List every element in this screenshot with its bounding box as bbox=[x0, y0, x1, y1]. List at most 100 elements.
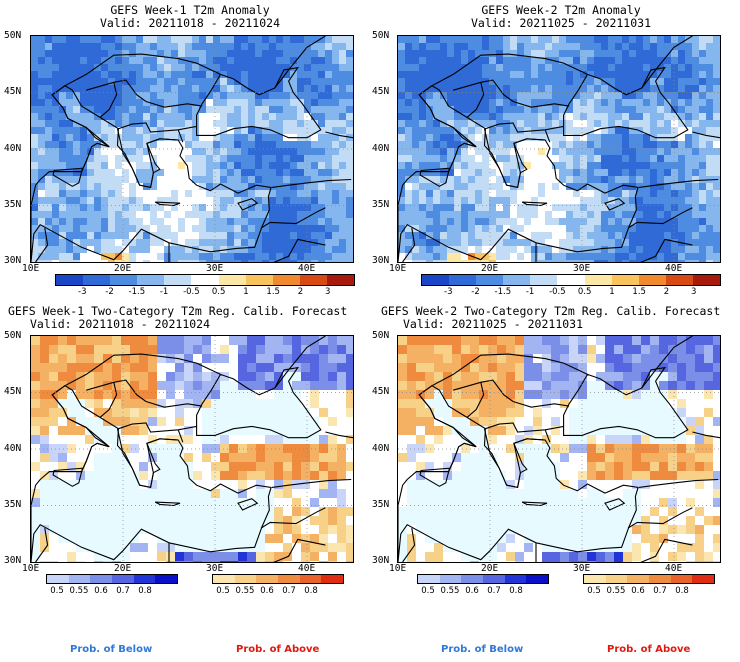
colorbar-swatch bbox=[278, 575, 300, 583]
coastline bbox=[99, 382, 118, 418]
colorbar-tick-label: 0.5 bbox=[216, 586, 230, 596]
colorbar-swatch bbox=[503, 275, 531, 285]
colorbar-tick-label: -1 bbox=[159, 287, 169, 297]
coastline bbox=[99, 82, 118, 118]
colorbar-swatch bbox=[439, 575, 462, 583]
lat-label: 45N bbox=[372, 86, 390, 97]
anomaly-colorbar bbox=[55, 274, 355, 286]
lon-label: 30E bbox=[573, 263, 591, 274]
lat-label: 40N bbox=[4, 143, 22, 154]
coastline bbox=[145, 400, 203, 408]
coastline bbox=[52, 167, 84, 187]
lon-label: 10E bbox=[22, 263, 40, 274]
coastline bbox=[64, 353, 221, 387]
colorbar-swatch bbox=[483, 575, 505, 583]
lat-label: 45N bbox=[4, 86, 22, 97]
lat-label: 40N bbox=[372, 443, 390, 454]
panel-valid-text: Valid: 20211018 - 20211024 bbox=[30, 317, 211, 331]
coastline bbox=[431, 353, 588, 387]
colorbar-tick-label: -2 bbox=[471, 287, 480, 297]
prob-below-ticks: 0.5 0.55 0.6 0.7 0.8 bbox=[417, 586, 549, 598]
coastline bbox=[485, 422, 564, 433]
prob-below-label: Prob. of Below bbox=[441, 644, 524, 655]
coastline bbox=[419, 167, 451, 187]
colorbar-tick-label: -1 bbox=[525, 287, 535, 297]
colorbar-swatch bbox=[68, 575, 91, 583]
coastline bbox=[64, 53, 221, 87]
coastline bbox=[485, 122, 564, 133]
colorbar-swatch bbox=[611, 275, 639, 285]
coastline bbox=[402, 228, 416, 262]
lon-label: 30E bbox=[573, 563, 591, 574]
lon-label: 30E bbox=[206, 263, 224, 274]
coastline bbox=[535, 542, 537, 562]
panel-title-week2-anomaly: GEFS Week-2 T2m Anomaly Valid: 20211025 … bbox=[396, 4, 726, 30]
coastline bbox=[118, 422, 197, 433]
coastline bbox=[274, 36, 326, 89]
colorbar-swatch bbox=[321, 575, 344, 583]
coastline bbox=[640, 238, 693, 262]
colorbar-swatch bbox=[692, 575, 715, 583]
lon-label: 20E bbox=[114, 263, 132, 274]
colorbar-tick-label: 0.6 bbox=[465, 586, 479, 596]
map-canvas bbox=[31, 336, 353, 562]
colorbar-swatch bbox=[638, 275, 666, 285]
colorbar-tick-label: 0.6 bbox=[260, 586, 274, 596]
lon-label: 10E bbox=[22, 563, 40, 574]
lat-label: 35N bbox=[4, 499, 22, 510]
panel-valid-text: Valid: 20211018 - 20211024 bbox=[99, 16, 280, 30]
colorbar-swatch bbox=[191, 275, 219, 285]
colorbar-tick-label: 0.6 bbox=[631, 586, 645, 596]
coastline bbox=[431, 53, 588, 87]
prob-above-ticks: 0.5 0.55 0.6 0.7 0.8 bbox=[583, 586, 715, 598]
colorbar-tick-label: -1.5 bbox=[494, 287, 512, 297]
lon-label: 40E bbox=[665, 263, 683, 274]
colorbar-tick-label: 0.8 bbox=[509, 586, 523, 596]
coastline bbox=[638, 178, 719, 188]
lon-label: 40E bbox=[298, 563, 316, 574]
coastline bbox=[273, 238, 326, 262]
coastline bbox=[145, 100, 203, 108]
coastline bbox=[544, 429, 551, 443]
coastline bbox=[638, 478, 719, 488]
colorbar-swatch bbox=[218, 275, 246, 285]
coastline bbox=[521, 201, 548, 207]
coastline bbox=[116, 428, 179, 489]
colorbar-swatch bbox=[245, 275, 273, 285]
anomaly-colorbar-ticks: -3 -2 -1.5 -1 -0.5 0.5 1 1.5 2 3 bbox=[55, 287, 355, 299]
lon-label: 40E bbox=[665, 563, 683, 574]
colorbar-swatch bbox=[461, 575, 484, 583]
coastline bbox=[325, 431, 353, 439]
panel-title-week1-anomaly: GEFS Week-1 T2m Anomaly Valid: 20211018 … bbox=[30, 4, 350, 30]
panel-title-text: GEFS Week-1 T2m Anomaly bbox=[110, 3, 270, 17]
colorbar-tick-label: 2 bbox=[297, 287, 304, 297]
panel-title-text: GEFS Week-2 Two-Category T2m Reg. Calib.… bbox=[381, 304, 721, 318]
colorbar-tick-label: 1.5 bbox=[632, 287, 646, 297]
lon-label: 30E bbox=[206, 563, 224, 574]
coastline bbox=[483, 128, 546, 189]
coastline bbox=[535, 242, 537, 262]
coastline bbox=[271, 478, 352, 488]
prob-below-ticks: 0.5 0.55 0.6 0.7 0.8 bbox=[46, 586, 178, 598]
colorbar-tick-label: 0.8 bbox=[304, 586, 318, 596]
coastline bbox=[641, 336, 693, 389]
colorbar-tick-label: 0.7 bbox=[116, 586, 130, 596]
map-canvas bbox=[398, 36, 720, 262]
coastline bbox=[118, 122, 197, 133]
colorbar-tick-label: -2 bbox=[105, 287, 114, 297]
colorbar-tick-label: 0.55 bbox=[69, 586, 89, 596]
lat-label: 50N bbox=[372, 330, 390, 341]
prob-above-colorbar bbox=[583, 574, 715, 584]
coastline bbox=[402, 528, 416, 562]
colorbar-tick-label: 0.55 bbox=[235, 586, 255, 596]
coastline bbox=[168, 542, 170, 562]
colorbar-swatch bbox=[665, 275, 693, 285]
colorbar-tick-label: 0.8 bbox=[138, 586, 152, 596]
coastline bbox=[116, 128, 179, 189]
coastline bbox=[168, 242, 170, 262]
prob-below-colorbar bbox=[417, 574, 549, 584]
colorbar-swatch bbox=[213, 575, 235, 583]
map-week2-anomaly bbox=[397, 35, 721, 263]
coastline bbox=[641, 36, 693, 89]
prob-above-colorbar bbox=[212, 574, 344, 584]
